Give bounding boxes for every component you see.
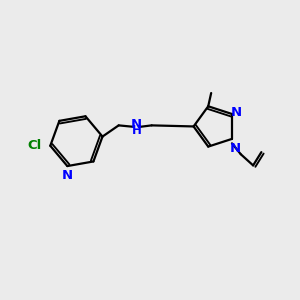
Text: N: N (131, 118, 142, 131)
Text: Cl: Cl (28, 139, 42, 152)
Text: N: N (62, 169, 73, 182)
Text: N: N (229, 142, 240, 155)
Text: N: N (231, 106, 242, 119)
Text: H: H (131, 124, 141, 137)
